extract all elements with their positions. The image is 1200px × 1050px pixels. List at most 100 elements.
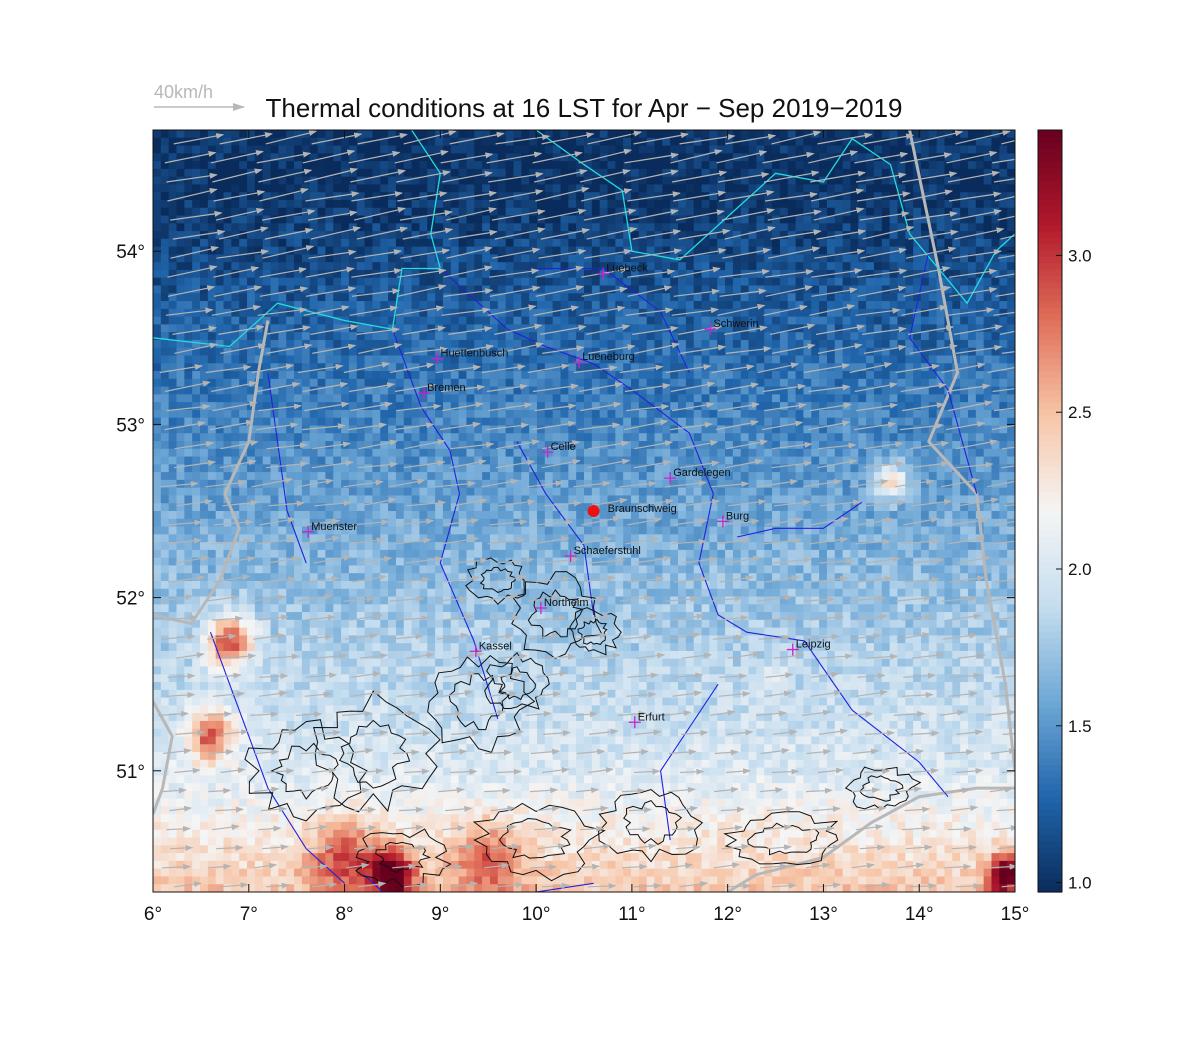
city-marker-icon	[716, 515, 729, 528]
wind-arrow	[905, 844, 933, 851]
wind-arrow	[404, 346, 449, 354]
wind-arrow	[389, 478, 426, 488]
wind-arrow	[815, 324, 865, 335]
wind-arrow	[944, 749, 975, 756]
wind-arrow	[303, 305, 350, 316]
wind-arrow	[210, 419, 255, 431]
wind-arrow	[947, 307, 995, 316]
city-marker-icon	[431, 352, 444, 365]
wind-arrow	[220, 343, 267, 354]
wind-arrow	[955, 439, 998, 450]
wind-arrow	[770, 229, 822, 240]
city-label: Bremen	[427, 382, 466, 394]
wind-arrow	[851, 862, 875, 869]
coastline-lines	[153, 130, 1015, 348]
wind-arrow	[765, 285, 813, 297]
wind-arrow	[805, 787, 833, 794]
wind-arrow	[175, 729, 206, 736]
wind-arrow	[809, 170, 866, 183]
wind-arrow	[489, 268, 540, 278]
wind-arrow	[346, 787, 371, 794]
wind-arrow	[765, 269, 814, 278]
wind-arrow	[1000, 235, 1015, 240]
city-label: Northeim	[544, 597, 589, 609]
wind-arrow	[300, 863, 328, 870]
wind-arrow	[717, 614, 749, 621]
wind-arrow	[220, 440, 259, 450]
wind-arrow	[633, 882, 662, 889]
wind-arrow	[402, 325, 446, 335]
wind-arrow	[857, 268, 908, 278]
wind-arrow	[533, 536, 570, 545]
wind-arrow	[302, 381, 349, 393]
wind-arrow	[989, 786, 1013, 793]
wind-arrow	[532, 420, 577, 431]
wind-arrow	[494, 227, 546, 240]
wind-arrow	[484, 787, 511, 794]
wind-arrow	[497, 653, 528, 660]
wind-arrow	[857, 191, 911, 202]
wind-arrow	[851, 787, 881, 794]
wind-arrow	[993, 825, 1015, 832]
wind-arrow	[543, 730, 571, 736]
wind-arrow	[164, 420, 206, 431]
wind-arrow	[992, 388, 1015, 393]
wind-arrow	[495, 459, 536, 469]
wind-arrow	[722, 247, 772, 259]
wind-arrow	[397, 518, 435, 526]
wind-arrow	[948, 191, 1002, 202]
colorbar-tick-label: 2.5	[1068, 403, 1092, 422]
city-schwerin: Schwerin	[704, 318, 759, 336]
wind-arrow	[542, 440, 581, 450]
wind-arrow	[857, 285, 907, 297]
wind-arrow	[579, 305, 626, 316]
wind-arrow	[857, 672, 886, 679]
wind-arrow	[903, 576, 940, 583]
wind-arrow	[675, 844, 701, 851]
wind-arrow	[174, 440, 214, 450]
wind-arrow	[392, 787, 418, 794]
wind-arrow	[763, 537, 803, 545]
lon-tick-label: 6°	[144, 904, 162, 925]
wind-arrow	[951, 209, 1003, 221]
wind-arrow	[581, 188, 633, 202]
wind-arrow	[680, 768, 705, 775]
lon-tick-label: 7°	[240, 904, 258, 925]
wind-arrow	[165, 537, 203, 545]
wind-arrow	[359, 556, 393, 564]
wind-arrow	[767, 844, 793, 851]
wind-arrow	[405, 730, 431, 737]
wind-arrow	[397, 268, 447, 278]
wind-arrow	[166, 825, 191, 832]
wind-arrow	[451, 557, 489, 564]
wind-arrow	[627, 191, 681, 202]
wind-arrow	[814, 248, 866, 259]
wind-arrow	[908, 229, 959, 240]
wind-arrow	[762, 151, 815, 164]
wind-arrow	[619, 364, 664, 374]
wind-arrow	[587, 458, 631, 469]
wind-arrow	[803, 363, 851, 374]
wind-arrow	[812, 806, 841, 813]
wind-arrow	[856, 402, 898, 412]
wind-arrow	[857, 517, 894, 526]
wind-arrow	[300, 749, 327, 756]
wind-arrow	[808, 150, 859, 164]
city-celle: Celle	[541, 441, 576, 459]
wind-arrow	[855, 613, 889, 621]
city-muenster: Muenster	[302, 521, 357, 538]
wind-arrow	[527, 480, 564, 488]
wind-arrow	[443, 288, 494, 297]
wind-arrow	[587, 883, 617, 890]
wind-arrow	[526, 710, 552, 717]
wind-arrow	[584, 248, 633, 259]
city-marker-icon	[541, 446, 554, 459]
longitude-axis: 6° 7° 8° 9° 10° 11° 12° 13° 14° 15°	[144, 130, 1029, 925]
city-marker-icon	[573, 356, 586, 369]
wind-arrow	[220, 767, 246, 774]
wind-arrow	[907, 325, 955, 335]
wind-arrow	[902, 402, 945, 412]
colorbar-tick-label: 3.0	[1068, 246, 1092, 265]
wind-arrow	[626, 826, 651, 833]
wind-arrow	[579, 536, 613, 545]
